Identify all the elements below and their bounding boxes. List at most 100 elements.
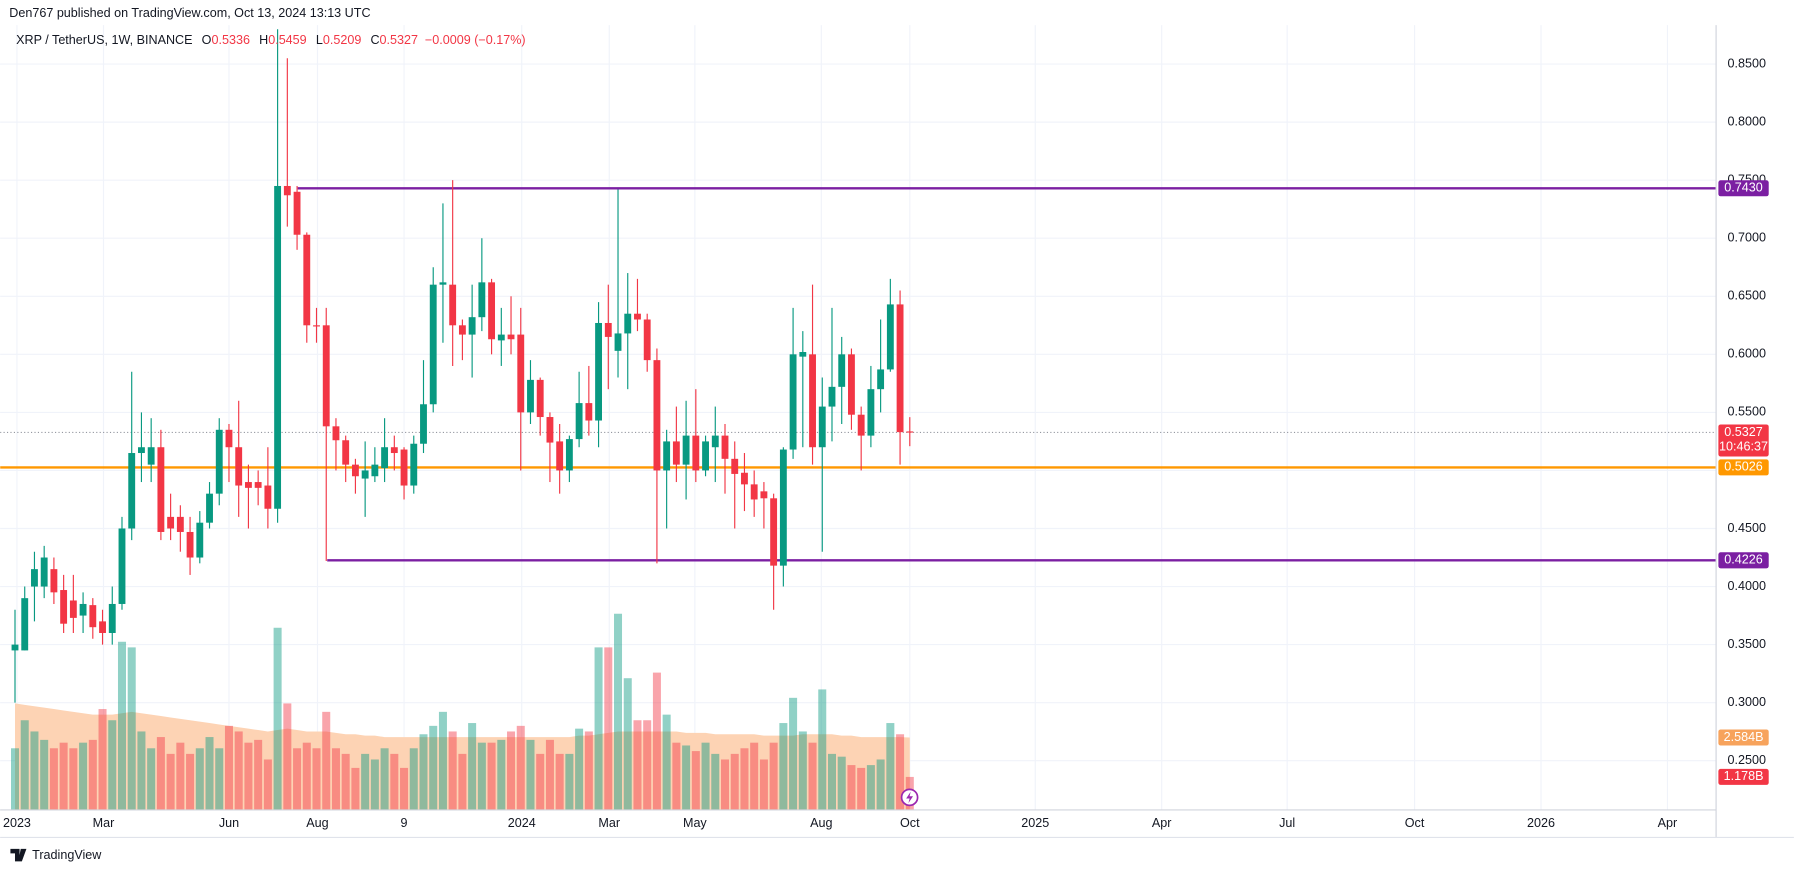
publisher: Den767 published on TradingView.com, Oct… (9, 6, 370, 20)
level-label: 0.5026 (1724, 460, 1762, 474)
candle-body (283, 185, 291, 196)
volume-bar (361, 753, 370, 810)
candle-body (614, 333, 622, 351)
volume-bar (390, 753, 399, 810)
volume-bar (526, 739, 535, 810)
volume-bar (691, 751, 700, 810)
candle-body (527, 379, 534, 413)
x-tick-label: Mar (598, 816, 620, 830)
volume-bar (127, 647, 136, 810)
candle-body (643, 319, 651, 361)
volume-bar (244, 742, 253, 810)
volume-bar (69, 748, 78, 810)
candle-body (604, 322, 612, 337)
volume-bar (575, 728, 584, 810)
volume-bar (798, 731, 807, 810)
x-tick-label: May (683, 816, 707, 830)
candle-body (760, 491, 768, 499)
x-tick-label: 2026 (1527, 816, 1555, 830)
candle-body (585, 403, 593, 421)
volume-bar (896, 734, 905, 810)
x-tick-label: 9 (401, 816, 408, 830)
candle-body (536, 379, 544, 418)
candle-body (741, 472, 748, 485)
candle-body (886, 304, 894, 370)
volume-bar (516, 725, 525, 810)
volume-bar (487, 742, 496, 810)
volume-bar (419, 734, 428, 810)
candle-body (361, 470, 369, 479)
candle-body (731, 458, 739, 474)
candle-body (818, 406, 826, 448)
candle-body (439, 282, 447, 285)
volume-bar (147, 748, 156, 810)
volume-bar (458, 753, 467, 810)
y-tick-label: 0.4500 (1728, 521, 1766, 535)
lightning-icon[interactable] (900, 788, 919, 807)
candle-body (60, 590, 68, 624)
candle-body (381, 447, 389, 469)
candle-body (235, 447, 243, 486)
level-box (1718, 180, 1769, 197)
candle-body (147, 447, 155, 465)
candle-body (400, 449, 408, 486)
volume-bar (662, 714, 671, 810)
x-tick-label: Mar (93, 816, 115, 830)
volume-bar (380, 748, 389, 810)
volume-bar (137, 731, 146, 810)
candle-body (711, 435, 719, 448)
candle-body (254, 482, 262, 488)
volume-bar (536, 753, 545, 810)
last-price-label: 0.5327 (1724, 425, 1762, 439)
volume-bar (254, 739, 263, 810)
y-tick-label: 0.2500 (1728, 753, 1766, 767)
candle-body (342, 440, 350, 465)
candle-body (672, 441, 680, 465)
volume-bar (594, 647, 603, 810)
volume-bar (429, 725, 438, 810)
volume-bar (176, 742, 185, 810)
x-tick-label: Oct (1405, 816, 1425, 830)
legend-label: H (259, 34, 268, 48)
x-tick-label: 2024 (508, 816, 536, 830)
volume-bar (740, 748, 749, 810)
volume-box (1718, 768, 1769, 785)
level-box (1718, 552, 1769, 569)
candle-body (624, 313, 632, 334)
volume-bar (837, 756, 846, 810)
candle-body (89, 605, 97, 628)
candle-body (40, 557, 48, 587)
candle-body (244, 482, 252, 488)
volume-bar (166, 753, 175, 810)
volume-bar (195, 748, 204, 810)
volume-bar (614, 613, 623, 810)
x-tick-label: 2023 (3, 816, 31, 830)
x-tick-label: Apr (1152, 816, 1172, 830)
volume-bar (117, 641, 126, 810)
volume-bar (497, 739, 506, 810)
volume-bar (701, 742, 710, 810)
candle-body (176, 516, 184, 532)
candle-body (332, 426, 340, 441)
candle-body (653, 360, 661, 471)
candle-body (196, 522, 204, 558)
volume-bar (545, 739, 554, 810)
level-label: 0.7430 (1724, 181, 1762, 195)
volume-bar (759, 759, 768, 810)
candle-body (857, 414, 865, 436)
legend-change: −0.0009 (−0.17%) (425, 34, 526, 48)
volume-bar (263, 759, 272, 810)
candle-body (322, 325, 330, 427)
legend-value: 0.5327 (380, 34, 418, 48)
candle-body (721, 435, 729, 459)
candle-body (458, 325, 466, 335)
volume-bar (156, 737, 165, 810)
x-tick-label: Jul (1279, 816, 1295, 830)
volume-bar (370, 759, 379, 810)
candle-body (828, 386, 836, 407)
candle-body (293, 191, 301, 235)
volume-bar (750, 742, 759, 810)
candle-body (468, 317, 476, 335)
volume-bar (779, 723, 788, 810)
volume-bar (672, 742, 681, 810)
